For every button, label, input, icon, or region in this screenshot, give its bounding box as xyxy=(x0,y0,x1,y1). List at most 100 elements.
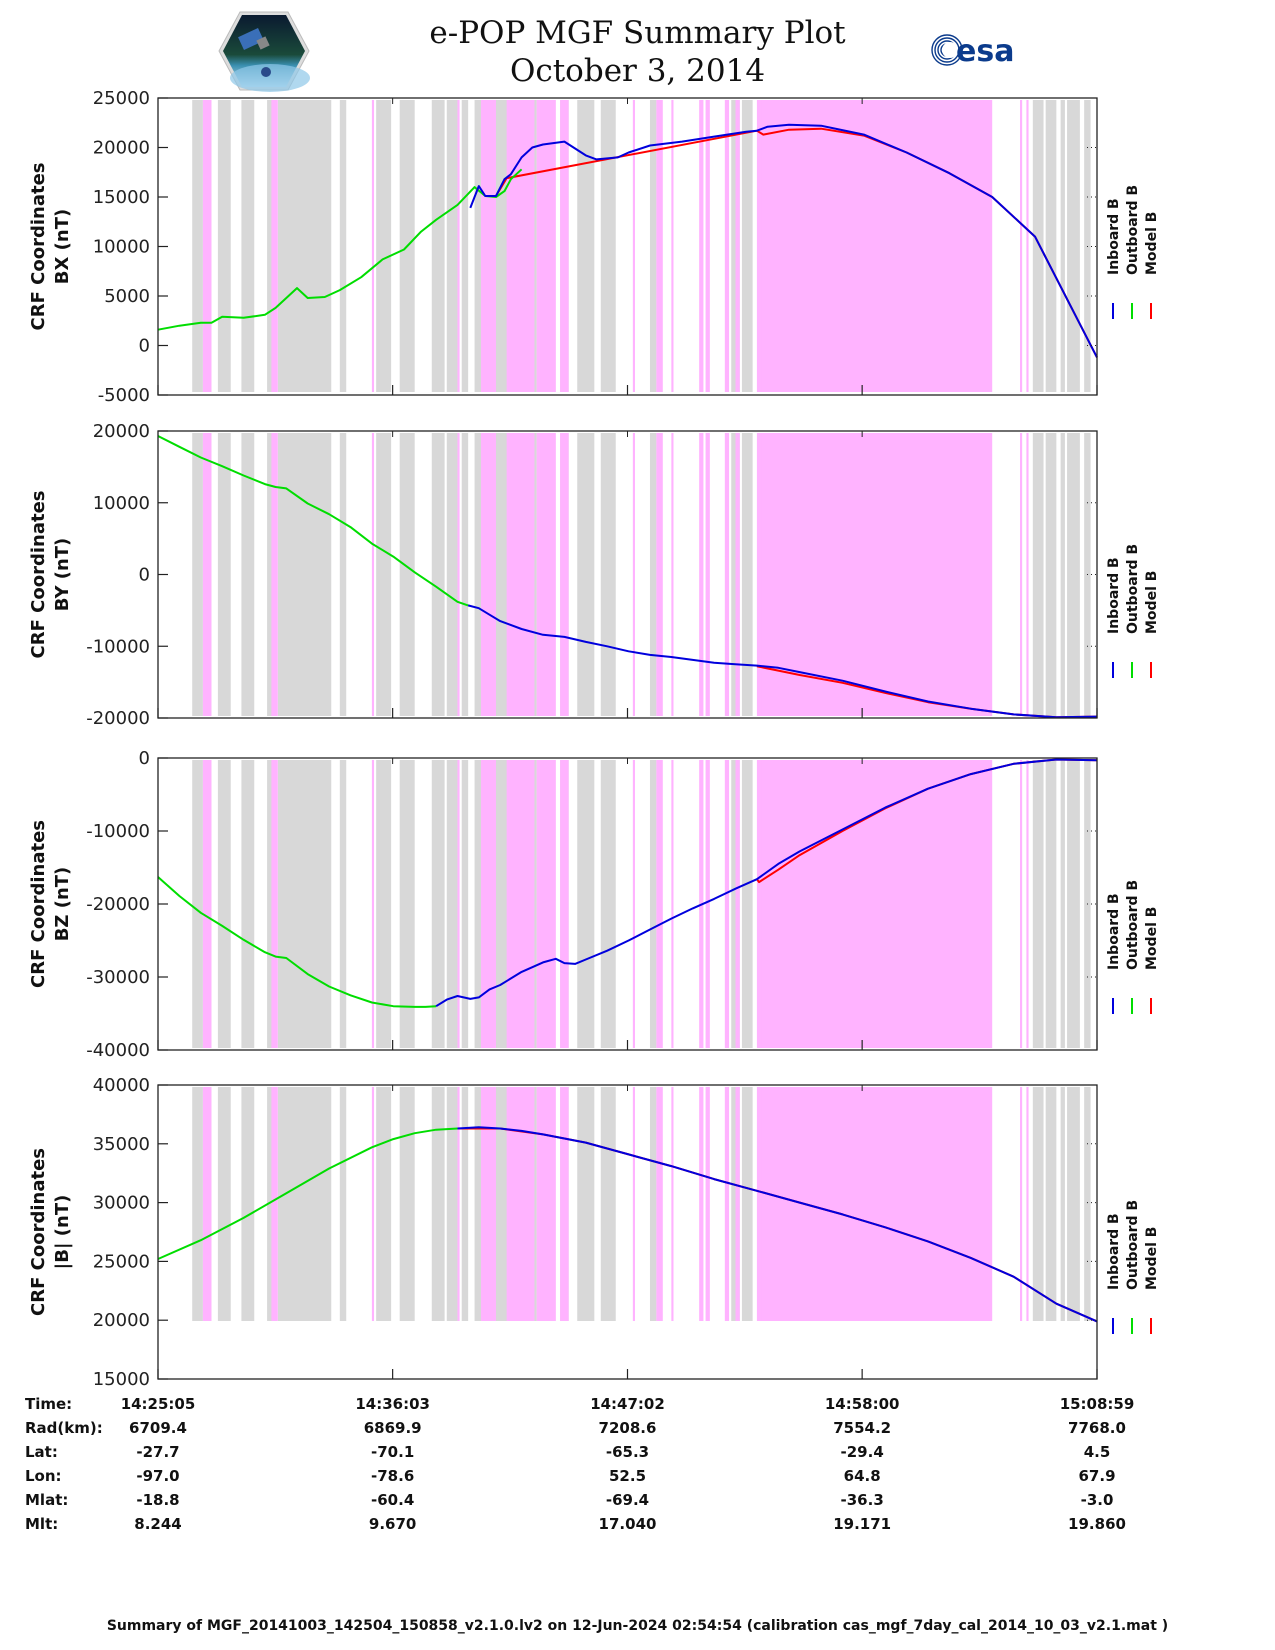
pink-data-band xyxy=(656,760,663,1048)
legend-model-label: Model B xyxy=(1144,212,1160,275)
gray-data-band xyxy=(600,433,616,716)
pink-data-band xyxy=(560,760,569,1048)
y-tick-label: 25000 xyxy=(93,1251,150,1272)
gray-data-band xyxy=(741,1087,753,1321)
gray-data-band xyxy=(1067,433,1080,716)
pink-data-band xyxy=(271,100,278,392)
gray-data-band xyxy=(461,760,469,1048)
ephemeris-label-mlat: Mlat: xyxy=(25,1491,69,1509)
pink-data-band xyxy=(506,1087,535,1321)
pink-data-band xyxy=(632,433,635,716)
gray-data-band xyxy=(461,433,469,716)
ephemeris-lon-value: 52.5 xyxy=(608,1467,647,1485)
ephemeris-rad-value: 6869.9 xyxy=(363,1419,422,1437)
pink-data-band xyxy=(724,100,730,392)
legend-model-label: Model B xyxy=(1144,571,1160,634)
gray-data-band xyxy=(741,433,753,716)
inboard-b-line xyxy=(467,604,1098,719)
plot-title-line2: October 3, 2014 xyxy=(509,53,766,89)
gray-data-band xyxy=(1045,433,1057,716)
y-tick-label: 20000 xyxy=(93,138,150,159)
legend-inboard-label: Inboard B xyxy=(1106,893,1122,970)
pink-data-band xyxy=(506,760,535,1048)
ephemeris-lat-value: -29.4 xyxy=(840,1443,884,1461)
gray-data-band xyxy=(1045,100,1057,392)
ephemeris-label-rad: Rad(km): xyxy=(25,1419,103,1437)
gray-data-band xyxy=(1060,100,1065,392)
y-tick-label: 30000 xyxy=(93,1193,150,1214)
pink-data-band xyxy=(671,760,674,1048)
gray-data-band xyxy=(431,760,445,1048)
panel-bz: -40000 -30000 -20000 -10000 0 CRF Coordinates… xyxy=(28,748,1160,1061)
outboard-b-line xyxy=(157,435,469,607)
ephemeris-mlt-value: 17.040 xyxy=(598,1515,657,1533)
pink-data-band xyxy=(480,433,496,716)
pink-data-band xyxy=(371,760,375,1048)
y-tick-label: 35000 xyxy=(93,1134,150,1155)
gray-data-band xyxy=(741,100,753,392)
pink-data-band xyxy=(202,433,212,716)
pink-data-band xyxy=(671,433,674,716)
gray-data-band xyxy=(267,433,274,716)
pink-data-band xyxy=(1026,433,1029,716)
pink-data-band xyxy=(271,1087,278,1321)
pink-data-band xyxy=(761,433,993,716)
pink-data-band xyxy=(560,1087,569,1321)
gray-data-band xyxy=(192,760,203,1048)
gray-data-band xyxy=(431,100,445,392)
gray-data-band xyxy=(267,1087,274,1321)
ephemeris-lat-value: 4.5 xyxy=(1083,1443,1111,1461)
pink-data-band xyxy=(480,100,496,392)
pink-data-band xyxy=(656,433,663,716)
footer-caption: Summary of MGF_20141003_142504_150858_v2… xyxy=(106,1618,1169,1634)
pink-data-band xyxy=(735,1087,740,1321)
gray-data-band xyxy=(446,760,458,1048)
mgf-summary-chart: -5000 0 5000 10000 15000 20000 25000 CRF Coordi… xyxy=(28,88,1160,1390)
y-tick-label: 0 xyxy=(139,336,150,357)
gray-data-band xyxy=(600,760,616,1048)
gray-data-band xyxy=(277,433,332,716)
ephemeris-lon-value: -97.0 xyxy=(136,1467,180,1485)
gray-data-band xyxy=(241,433,255,716)
pink-data-band xyxy=(1026,1087,1029,1321)
pink-data-band xyxy=(271,760,278,1048)
ephemeris-mlt-value: 19.860 xyxy=(1068,1515,1126,1533)
gray-data-band xyxy=(339,1087,347,1321)
ephemeris-rad-value: 7554.2 xyxy=(833,1419,892,1437)
inboard-b-line xyxy=(457,1126,1098,1323)
ephemeris-rad-value: 6709.4 xyxy=(129,1419,187,1437)
pink-data-band xyxy=(632,1087,635,1321)
gray-data-band xyxy=(376,760,392,1048)
pink-data-band xyxy=(202,1087,212,1321)
y-tick-label: 10000 xyxy=(93,493,150,514)
pink-data-band xyxy=(761,100,993,392)
y-axis-label-line2: |B| (nT) xyxy=(52,1195,73,1270)
ephemeris-rad-value: 7768.0 xyxy=(1068,1419,1126,1437)
gray-data-band xyxy=(241,760,255,1048)
gray-data-band xyxy=(600,1087,616,1321)
pink-data-band xyxy=(735,433,740,716)
gray-data-band xyxy=(376,1087,392,1321)
pink-data-band xyxy=(705,760,710,1048)
pink-data-band xyxy=(371,433,375,716)
y-tick-label: 15000 xyxy=(93,187,150,208)
pink-data-band xyxy=(699,100,704,392)
gray-data-band xyxy=(577,433,595,716)
gray-data-band xyxy=(277,760,332,1048)
gray-data-band xyxy=(217,100,231,392)
gray-data-band xyxy=(741,760,753,1048)
gray-data-band xyxy=(649,1087,657,1321)
ephemeris-mlt-value: 9.670 xyxy=(368,1515,417,1533)
y-axis-label-line2: BY (nT) xyxy=(52,538,73,612)
pink-data-band xyxy=(699,433,704,716)
gray-data-band xyxy=(217,760,231,1048)
ephemeris-time-value: 14:47:02 xyxy=(590,1395,665,1413)
pink-data-band xyxy=(202,760,212,1048)
pink-data-band xyxy=(705,1087,710,1321)
legend-model-label: Model B xyxy=(1144,1227,1160,1290)
pink-data-band xyxy=(1019,1087,1023,1321)
ephemeris-time-value: 14:58:00 xyxy=(824,1395,900,1413)
y-axis-label-line2: BZ (nT) xyxy=(52,867,73,942)
pink-data-band xyxy=(536,100,556,392)
pink-data-band xyxy=(632,760,635,1048)
